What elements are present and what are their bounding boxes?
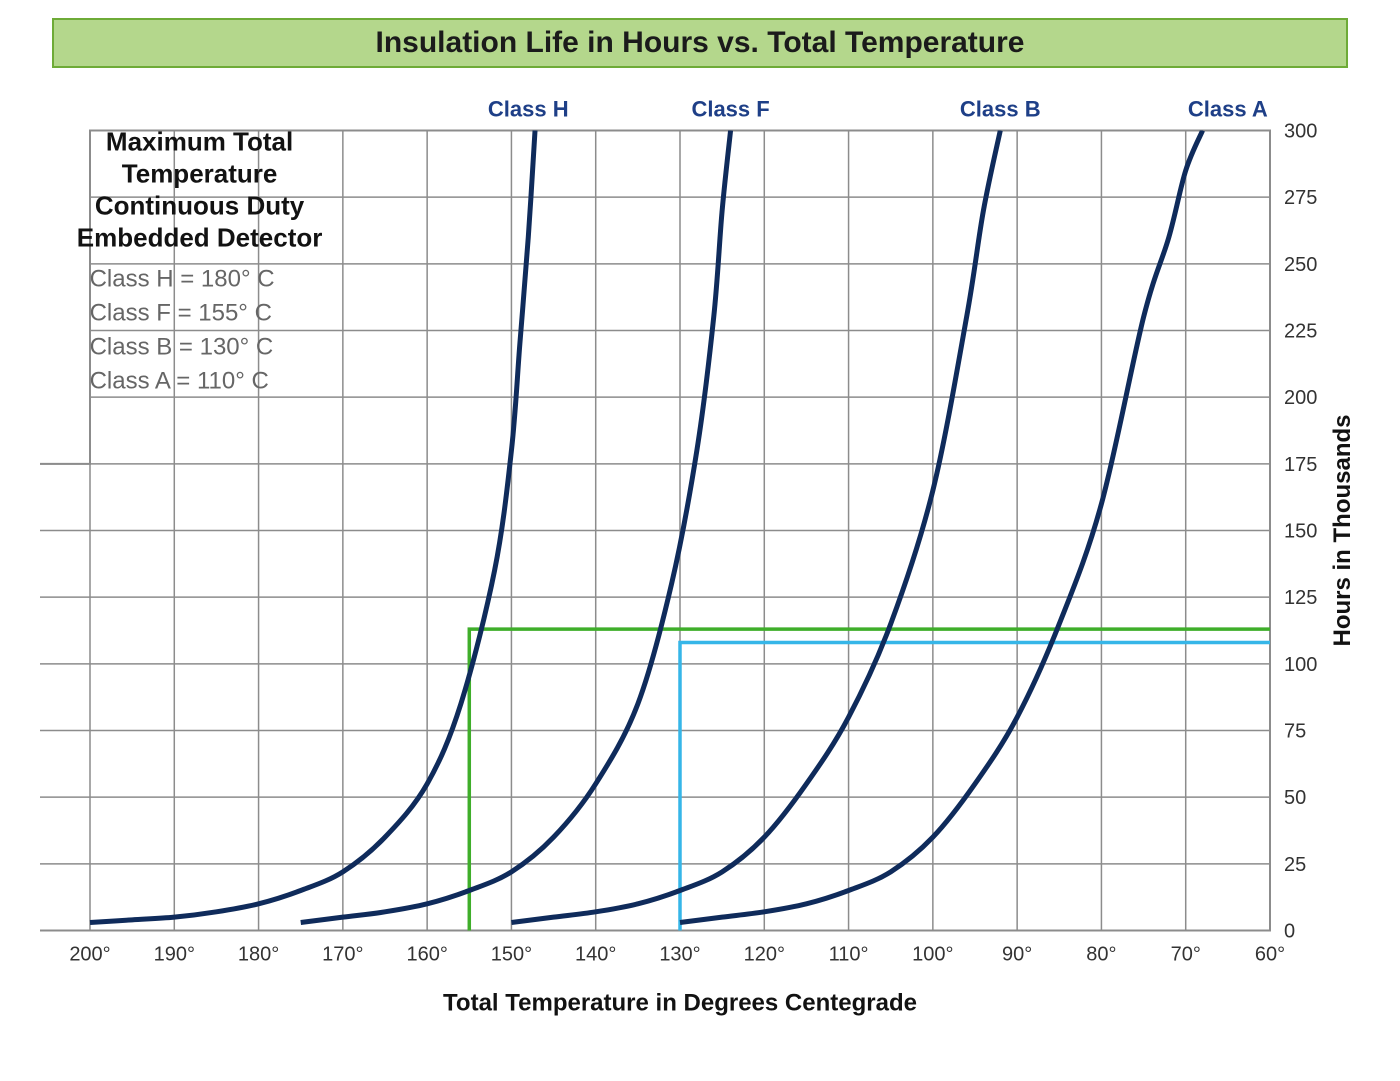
insulation-life-chart: 200° 190° 180° 170° 160° 150° 140° 130° 120° 110°… — [40, 80, 1360, 1061]
legend-item: Class A = 110° C — [90, 368, 269, 395]
y-tick-label: 50 — [1284, 787, 1306, 809]
curve-label: Class F — [691, 97, 769, 122]
x-tick-label: 200° — [69, 944, 110, 966]
x-tick-label: 160° — [406, 944, 447, 966]
legend-title-line: Maximum Total — [106, 127, 293, 157]
x-tick-label: 190° — [154, 944, 195, 966]
y-tick-label: 300 — [1284, 121, 1317, 143]
x-tick-label: 90° — [1002, 944, 1032, 966]
curve-class-a — [680, 131, 1203, 923]
x-tick-label: 80° — [1086, 944, 1116, 966]
y-tick-label: 75 — [1284, 721, 1306, 743]
y-tick-label: 25 — [1284, 854, 1306, 876]
x-tick-label: 170° — [322, 944, 363, 966]
y-tick-label: 175 — [1284, 454, 1317, 476]
x-tick-label: 70° — [1171, 944, 1201, 966]
y-tick-label: 100 — [1284, 654, 1317, 676]
chart-area: 200° 190° 180° 170° 160° 150° 140° 130° 120° 110°… — [40, 80, 1360, 1061]
x-tick-label: 130° — [659, 944, 700, 966]
x-tick-label: 120° — [744, 944, 785, 966]
chart-title-bar: Insulation Life in Hours vs. Total Tempe… — [52, 18, 1348, 68]
y-tick-label: 150 — [1284, 521, 1317, 543]
chart-title: Insulation Life in Hours vs. Total Tempe… — [376, 26, 1025, 60]
x-axis-title: Total Temperature in Degrees Centegrade — [443, 990, 917, 1017]
legend-item: Class H = 180° C — [90, 266, 275, 293]
curve-class-f — [301, 131, 731, 923]
y-tick-label: 275 — [1284, 187, 1317, 209]
y-tick-label: 125 — [1284, 587, 1317, 609]
x-tick-label: 150° — [491, 944, 532, 966]
x-tick-label: 110° — [829, 944, 869, 966]
curve-label: Class B — [960, 97, 1041, 122]
curve-label: Class A — [1188, 97, 1268, 122]
x-tick-label: 60° — [1255, 944, 1285, 966]
legend-item: Class B = 130° C — [90, 334, 274, 361]
legend-title-line: Continuous Duty — [95, 191, 305, 221]
curve-label: Class H — [488, 97, 569, 122]
legend-title-line: Temperature — [122, 159, 278, 189]
legend-block: Maximum TotalTemperatureContinuous DutyE… — [77, 127, 323, 395]
legend-title-line: Embedded Detector — [77, 223, 323, 253]
y-tick-label: 225 — [1284, 321, 1317, 343]
legend-item: Class F = 155° C — [90, 300, 272, 327]
y-tick-label: 200 — [1284, 387, 1317, 409]
x-tick-label: 180° — [238, 944, 279, 966]
y-tick-label: 0 — [1284, 921, 1295, 943]
y-tick-label: 250 — [1284, 254, 1317, 276]
x-tick-label: 100° — [912, 944, 953, 966]
y-axis-title: Hours in Thousands — [1329, 414, 1356, 646]
x-tick-label: 140° — [575, 944, 616, 966]
